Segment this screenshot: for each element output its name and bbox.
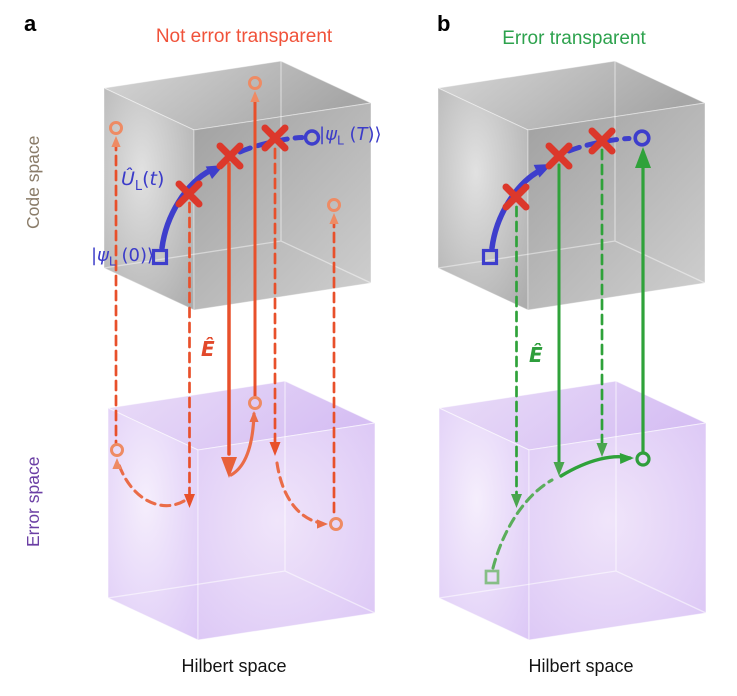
error-space-trajectory-dashed-b (491, 478, 554, 570)
error-space-state-marker (329, 517, 343, 531)
error-space-cube-b (438, 380, 707, 641)
panel-tag-b: b (437, 11, 451, 36)
error-space-state-marker (248, 396, 262, 410)
displaced-state-marker (109, 121, 123, 135)
error-space-axis-label: Error space (23, 456, 43, 548)
state-initial-label: |ψL (0)⟩ (90, 245, 154, 269)
code-space-cube-b (437, 60, 706, 311)
error-x-icon (545, 142, 573, 170)
hilbert-space-label-a: Hilbert space (181, 656, 287, 676)
error-x-icon (588, 127, 616, 155)
error-event-markers (175, 124, 616, 211)
error-operator-label-b: Ê (529, 343, 543, 367)
error-x-icon (175, 180, 203, 208)
error-space-start-marker-b (484, 569, 500, 585)
displaced-state-marker (327, 198, 341, 212)
state-start-marker-a (151, 248, 169, 266)
error-x-icon (261, 124, 289, 152)
error-x-icon (216, 142, 244, 170)
future-evolution-dashed-a (237, 135, 305, 155)
panel-title-a: Not error transparent (155, 26, 333, 47)
unitary-gate-label: ÛL(t) (121, 168, 165, 194)
error-paths-a (109, 76, 343, 531)
error-paths-b (484, 147, 651, 585)
error-space-evolution-dashed-1-a (117, 463, 186, 508)
error-space-evolution-dashed-2-a (275, 461, 323, 525)
error-space-state-marker (110, 443, 124, 457)
state-final-label: |ψL (T)⟩ (319, 124, 382, 148)
code-space-axis-label: Code space (23, 135, 43, 229)
error-x-icon (502, 183, 530, 211)
displaced-state-marker (248, 76, 262, 90)
panel-tag-a: a (24, 11, 37, 36)
hilbert-space-label-b: Hilbert space (528, 656, 634, 676)
error-operator-label-a: Ê (201, 337, 215, 361)
state-end-marker-b (633, 129, 651, 147)
state-start-marker-b (481, 248, 499, 266)
state-end-marker-a (303, 129, 321, 146)
panel-title-b: Error transparent (502, 28, 646, 49)
